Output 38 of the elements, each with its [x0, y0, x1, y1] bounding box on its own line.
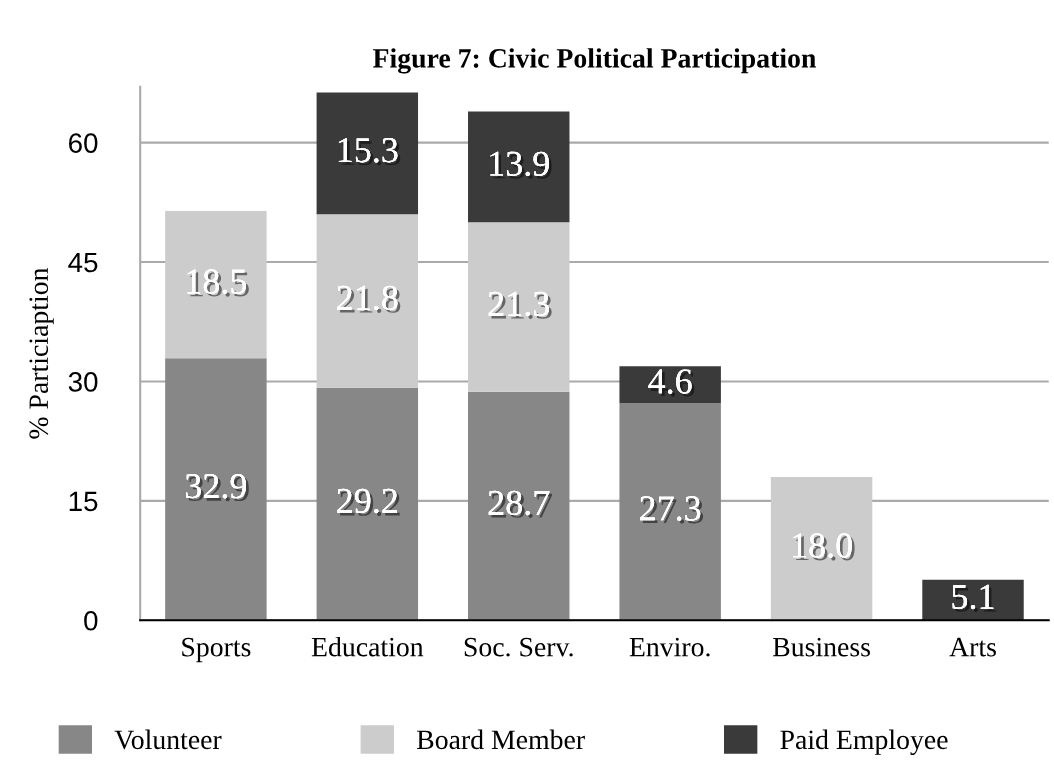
y-tick-label: 0	[84, 610, 98, 631]
bar	[468, 222, 570, 392]
bar	[619, 402, 721, 621]
data-label: 15.3	[338, 138, 401, 166]
y-tick-label: 45	[68, 252, 98, 273]
legend-label: Volunteer	[114, 729, 222, 750]
data-label: 5.1	[952, 584, 997, 612]
bar	[468, 111, 570, 223]
y-tick-label: 60	[69, 133, 98, 153]
chart-title: Figure 7: Civic Political Participation	[373, 48, 816, 74]
bar	[316, 214, 419, 388]
x-tick-label: Sports	[182, 637, 251, 663]
y-tick-label: 15	[69, 491, 98, 512]
y-axis-title: % Particiaption	[29, 267, 54, 439]
bar	[468, 391, 570, 621]
bar	[316, 92, 419, 215]
x-tick-label: Soc. Serv.	[464, 637, 573, 657]
data-label: 21.3	[488, 291, 552, 319]
bar	[316, 387, 419, 621]
bar	[165, 358, 267, 621]
x-tick-label: Education	[311, 636, 424, 657]
data-label: 32.9	[186, 474, 249, 502]
x-tick-label: Arts	[949, 637, 996, 657]
legend-label: Board Member	[416, 729, 585, 750]
x-tick-label: Business	[773, 637, 870, 657]
data-label: 29.2	[337, 488, 400, 517]
data-label: 13.9	[490, 151, 552, 179]
data-label: 27.3	[640, 496, 704, 524]
bar	[165, 211, 267, 359]
data-label: 18.0	[793, 533, 855, 561]
data-label: 21.8	[337, 285, 401, 313]
data-label: 4.6	[648, 369, 695, 397]
legend-label: Paid Employee	[780, 729, 948, 755]
bar	[770, 476, 873, 621]
data-label: 28.7	[488, 490, 553, 518]
x-tick-label: Enviro.	[629, 637, 710, 657]
data-label: 18.5	[187, 269, 249, 297]
y-tick-label: 30	[68, 372, 98, 392]
